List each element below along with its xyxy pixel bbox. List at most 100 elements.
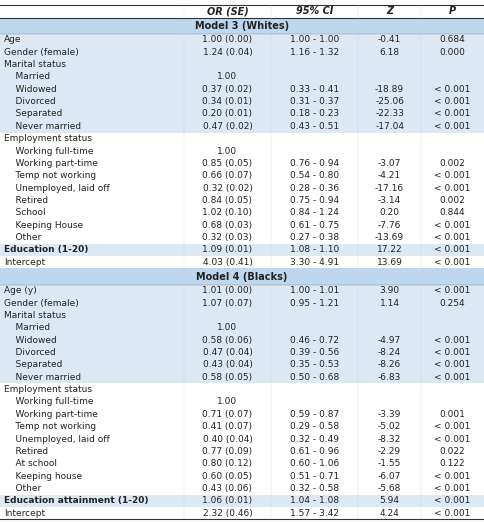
Text: Intercept: Intercept <box>4 509 45 518</box>
Text: P: P <box>449 6 456 16</box>
Text: < 0.001: < 0.001 <box>434 484 471 493</box>
Text: 0.61 - 0.75: 0.61 - 0.75 <box>290 221 339 230</box>
Text: 0.51 - 0.71: 0.51 - 0.71 <box>290 472 339 481</box>
Text: Temp not working: Temp not working <box>4 422 96 431</box>
Text: -6.07: -6.07 <box>378 472 401 481</box>
Text: Retired: Retired <box>4 196 48 205</box>
Text: 0.59 - 0.87: 0.59 - 0.87 <box>290 410 339 419</box>
Bar <box>0 458 484 470</box>
Text: Other: Other <box>4 233 41 242</box>
Text: 0.75 - 0.94: 0.75 - 0.94 <box>290 196 339 205</box>
Text: -4.21: -4.21 <box>378 171 401 180</box>
Text: 1.00 - 1.01: 1.00 - 1.01 <box>290 286 339 295</box>
Text: -1.55: -1.55 <box>378 459 401 468</box>
Bar <box>0 157 484 170</box>
Text: < 0.001: < 0.001 <box>434 348 471 357</box>
Bar <box>0 46 484 58</box>
Text: Employment status: Employment status <box>4 385 92 394</box>
Text: 1.06 (0.01): 1.06 (0.01) <box>202 496 253 505</box>
Bar <box>0 433 484 445</box>
Bar <box>0 194 484 207</box>
Bar <box>0 58 484 70</box>
Bar <box>0 284 484 297</box>
Text: < 0.001: < 0.001 <box>434 245 471 254</box>
Text: Other: Other <box>4 484 41 493</box>
Text: -8.24: -8.24 <box>378 348 401 357</box>
Bar <box>0 244 484 256</box>
Text: 2.32 (0.46): 2.32 (0.46) <box>203 509 252 518</box>
Bar <box>0 322 484 334</box>
Text: Retired: Retired <box>4 447 48 456</box>
Text: Widowed: Widowed <box>4 85 57 94</box>
Text: 5.94: 5.94 <box>379 496 400 505</box>
Text: 1.04 - 1.08: 1.04 - 1.08 <box>290 496 339 505</box>
Text: Working full-time: Working full-time <box>4 397 93 407</box>
Text: -18.89: -18.89 <box>375 85 404 94</box>
Text: Never married: Never married <box>4 122 81 131</box>
Text: < 0.001: < 0.001 <box>434 184 471 193</box>
Text: < 0.001: < 0.001 <box>434 509 471 518</box>
Text: 0.58 (0.06): 0.58 (0.06) <box>202 336 253 345</box>
Text: < 0.001: < 0.001 <box>434 496 471 505</box>
Text: 1.01 (0.00): 1.01 (0.00) <box>202 286 253 295</box>
Text: 1.00: 1.00 <box>217 397 238 407</box>
Text: 0.60 - 1.06: 0.60 - 1.06 <box>290 459 339 468</box>
Text: -22.33: -22.33 <box>375 110 404 118</box>
Text: < 0.001: < 0.001 <box>434 422 471 431</box>
Text: 0.40 (0.04): 0.40 (0.04) <box>202 434 253 444</box>
Text: 0.122: 0.122 <box>440 459 465 468</box>
Bar <box>0 18 484 33</box>
Text: 17.22: 17.22 <box>377 245 402 254</box>
Bar <box>0 334 484 347</box>
Text: 0.34 (0.01): 0.34 (0.01) <box>202 97 253 106</box>
Text: 1.00: 1.00 <box>217 147 238 156</box>
Text: Unemployed, laid off: Unemployed, laid off <box>4 434 109 444</box>
Text: < 0.001: < 0.001 <box>434 97 471 106</box>
Bar <box>0 268 484 284</box>
Text: 0.71 (0.07): 0.71 (0.07) <box>202 410 253 419</box>
Text: < 0.001: < 0.001 <box>434 233 471 242</box>
Text: 0.43 - 0.51: 0.43 - 0.51 <box>290 122 339 131</box>
Text: 0.77 (0.09): 0.77 (0.09) <box>202 447 253 456</box>
Text: Age (y): Age (y) <box>4 286 37 295</box>
Text: 0.43 (0.04): 0.43 (0.04) <box>202 360 253 370</box>
Text: Marital status: Marital status <box>4 60 66 69</box>
Text: 1.57 - 3.42: 1.57 - 3.42 <box>290 509 339 518</box>
Text: 0.31 - 0.37: 0.31 - 0.37 <box>290 97 339 106</box>
Text: Widowed: Widowed <box>4 336 57 345</box>
Text: 1.16 - 1.32: 1.16 - 1.32 <box>290 48 339 57</box>
Text: 0.61 - 0.96: 0.61 - 0.96 <box>290 447 339 456</box>
Text: 3.90: 3.90 <box>379 286 400 295</box>
Text: Working part-time: Working part-time <box>4 410 98 419</box>
Bar <box>0 482 484 495</box>
Text: 0.58 (0.05): 0.58 (0.05) <box>202 373 253 382</box>
Text: 0.47 (0.02): 0.47 (0.02) <box>202 122 253 131</box>
Bar <box>0 83 484 96</box>
Text: 1.00 - 1.00: 1.00 - 1.00 <box>290 35 339 44</box>
Text: Education (1-20): Education (1-20) <box>4 245 88 254</box>
Text: 6.18: 6.18 <box>379 48 400 57</box>
Text: 1.00: 1.00 <box>217 73 238 81</box>
Text: -4.97: -4.97 <box>378 336 401 345</box>
Text: Never married: Never married <box>4 373 81 382</box>
Text: -5.68: -5.68 <box>378 484 401 493</box>
Text: 0.32 - 0.49: 0.32 - 0.49 <box>290 434 339 444</box>
Text: 0.254: 0.254 <box>440 299 465 307</box>
Text: 95% CI: 95% CI <box>296 6 333 16</box>
Text: OR (SE): OR (SE) <box>207 6 248 16</box>
Text: < 0.001: < 0.001 <box>434 373 471 382</box>
Text: Keeping House: Keeping House <box>4 221 83 230</box>
Text: < 0.001: < 0.001 <box>434 472 471 481</box>
Text: Age: Age <box>4 35 21 44</box>
Text: 0.18 - 0.23: 0.18 - 0.23 <box>290 110 339 118</box>
Text: -8.26: -8.26 <box>378 360 401 370</box>
Text: 0.47 (0.04): 0.47 (0.04) <box>202 348 253 357</box>
Text: Unemployed, laid off: Unemployed, laid off <box>4 184 109 193</box>
Text: < 0.001: < 0.001 <box>434 286 471 295</box>
Text: 3.30 - 4.91: 3.30 - 4.91 <box>290 258 339 267</box>
Text: 0.68 (0.03): 0.68 (0.03) <box>202 221 253 230</box>
Text: < 0.001: < 0.001 <box>434 171 471 180</box>
Text: Temp not working: Temp not working <box>4 171 96 180</box>
Bar <box>0 421 484 433</box>
Bar <box>0 120 484 133</box>
